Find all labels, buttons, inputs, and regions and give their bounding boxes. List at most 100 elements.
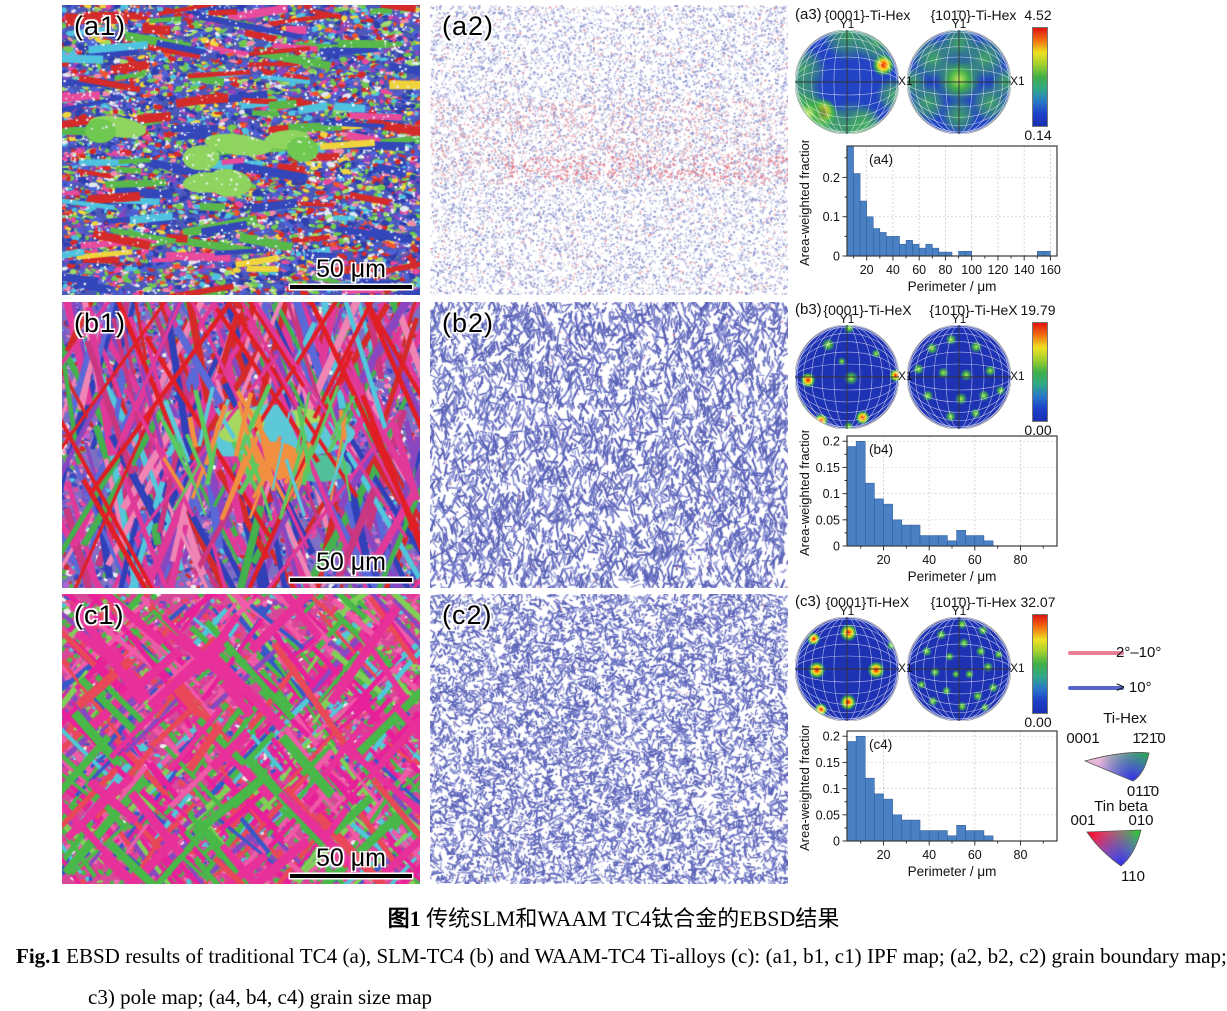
misorientation-label-high: > 10° — [1116, 679, 1152, 696]
grain-boundary-canvas — [430, 594, 788, 884]
pole-figure-1010 — [906, 324, 1012, 430]
svg-text:(a4): (a4) — [869, 152, 893, 167]
panel-b2-grain-boundary-map: (b2) — [430, 302, 788, 588]
colorbar-max-value: 32.07 — [1020, 594, 1056, 610]
scale-bar-label: 50 μm — [316, 844, 386, 872]
ipf-map-canvas — [62, 302, 420, 588]
misorientation-line-high — [1068, 686, 1124, 690]
scale-bar: 50 μm — [290, 255, 412, 289]
pole-figure-label: (b3) — [795, 301, 822, 318]
grain-boundary-canvas — [430, 5, 788, 295]
pole-figure-y1-label: Y1 — [951, 312, 967, 326]
pole-figure-title-right: {101̄0}-Ti-Hex — [930, 7, 1017, 23]
svg-text:Perimeter / μm: Perimeter / μm — [908, 864, 997, 879]
caption-english: Fig.1 EBSD results of traditional TC4 (a… — [8, 936, 1227, 1011]
ipf-key-beta-title: Tin beta — [1094, 798, 1148, 815]
svg-text:40: 40 — [922, 848, 936, 862]
panel-label: (c1) — [74, 600, 125, 630]
pole-figure-x1-label: X1 — [898, 661, 913, 675]
panel-label: (a2) — [442, 11, 495, 41]
pole-figure-y1-label: Y1 — [951, 604, 967, 618]
colorbar-max-value: 19.79 — [1020, 302, 1056, 318]
pole-figure-colorbar — [1032, 322, 1048, 422]
svg-text:80: 80 — [1014, 553, 1028, 567]
scale-bar: 50 μm — [290, 844, 412, 878]
svg-text:0.05: 0.05 — [816, 808, 840, 822]
colorbar-min-value: 0.14 — [1024, 127, 1052, 143]
pole-figure-left — [794, 324, 900, 430]
svg-text:(c4): (c4) — [869, 737, 892, 752]
histogram-chart: 20 40 60 80 0 0.05 0.1 0.15 0.2 Perimeter / μm Are… — [797, 721, 1058, 879]
pole-figure-y1-label: Y1 — [951, 17, 967, 31]
pole-figure-title-right: {101̄0}-Ti-HeX — [929, 302, 1018, 318]
ipf-key-hex-corner-0110: 011̄0 — [1126, 783, 1160, 800]
svg-text:0.15: 0.15 — [816, 756, 840, 770]
svg-text:0.2: 0.2 — [823, 730, 840, 744]
panel-label: (c2) — [442, 600, 493, 630]
pole-figure-title-left: {0001}-Ti-HeX — [823, 302, 912, 318]
pole-figure-0001 — [794, 324, 900, 430]
pole-figure-title-left: {0001}Ti-HeX — [825, 594, 910, 610]
panel-label: (b1) — [74, 308, 127, 338]
panel-label: (b2) — [442, 308, 495, 338]
ipf-key-hex-title: Ti-Hex — [1103, 710, 1147, 727]
scale-bar-line — [290, 874, 412, 878]
svg-text:Area-weighted fraction: Area-weighted fraction — [797, 140, 812, 266]
scale-bar-label: 50 μm — [316, 255, 386, 283]
pole-figure-left — [794, 616, 900, 722]
svg-text:(b4): (b4) — [869, 442, 893, 457]
svg-text:140: 140 — [1014, 263, 1035, 277]
svg-text:0: 0 — [833, 835, 840, 849]
pole-figure-colorbar — [1032, 614, 1048, 714]
pole-figure-x1-label: X1 — [898, 369, 913, 383]
pole-figure-1010 — [906, 616, 1012, 722]
pole-figure-block-b3: (b3) {0001}-Ti-HeX {101̄0}-Ti-HeX Y1 Y1 X1 X1 1… — [794, 300, 1075, 440]
pole-figure-label: (a3) — [795, 6, 822, 23]
svg-text:Area-weighted fraction: Area-weighted fraction — [797, 725, 812, 851]
ipf-key-beta-corner-010: 010 — [1128, 812, 1154, 829]
svg-text:60: 60 — [968, 553, 982, 567]
svg-text:Perimeter / μm: Perimeter / μm — [908, 279, 997, 294]
colorbar-min-value: 0.00 — [1024, 714, 1052, 730]
svg-text:0: 0 — [833, 540, 840, 554]
svg-text:20: 20 — [877, 848, 891, 862]
pole-figure-block-c3: (c3) {0001}Ti-HeX {101̄0}-Ti-Hex Y1 Y1 X1 X1 32… — [794, 592, 1075, 732]
ipf-key-hex-corner-0001: 0001 — [1066, 730, 1100, 747]
svg-text:0.2: 0.2 — [823, 435, 840, 449]
svg-text:40: 40 — [922, 553, 936, 567]
svg-text:160: 160 — [1040, 263, 1061, 277]
pole-figure-1010 — [906, 29, 1012, 135]
svg-text:0: 0 — [833, 250, 840, 264]
svg-text:80: 80 — [1014, 848, 1028, 862]
panel-c2-grain-boundary-map: (c2) — [430, 594, 788, 884]
ipf-map-canvas — [62, 594, 420, 884]
histogram-b4-grain-size: 20 40 60 80 0 0.05 0.1 0.15 0.2 Perimeter / μm Are… — [795, 426, 1067, 585]
pole-figure-y1-label: Y1 — [839, 312, 855, 326]
ipf-key-beta-corner-110: 110 — [1121, 868, 1145, 885]
ipf-key-beta-triangle — [1086, 829, 1142, 867]
svg-text:Area-weighted fraction: Area-weighted fraction — [797, 430, 812, 556]
pole-figure-x1-label: X1 — [898, 74, 913, 88]
pole-figure-x1-label: X1 — [1010, 74, 1025, 88]
svg-text:120: 120 — [988, 263, 1009, 277]
pole-figure-x1-label: X1 — [1010, 369, 1025, 383]
ipf-key-hex-triangle — [1083, 752, 1150, 782]
misorientation-label-low: 2°–10° — [1116, 644, 1162, 661]
caption-chinese-text: 传统SLM和WAAM TC4钛合金的EBSD结果 — [426, 906, 840, 931]
caption-chinese: 图1 传统SLM和WAAM TC4钛合金的EBSD结果 — [0, 901, 1227, 933]
panel-a2-grain-boundary-map: (a2) — [430, 5, 788, 295]
svg-text:60: 60 — [912, 263, 926, 277]
svg-text:40: 40 — [886, 263, 900, 277]
ipf-key-hex-corner-1210: 1̄21̄0 — [1132, 730, 1166, 747]
misorientation-line-low — [1068, 651, 1124, 655]
pole-figure-colorbar — [1032, 27, 1048, 127]
pole-figure-right — [906, 616, 1012, 722]
panel-a1-ipf-map: (a1) 50 μm — [62, 5, 420, 295]
svg-text:0.1: 0.1 — [823, 782, 840, 796]
scale-bar-line — [290, 285, 412, 289]
histogram-chart: 20 40 60 80 0 0.05 0.1 0.15 0.2 Perimeter / μm Are… — [797, 426, 1058, 584]
histogram-a4-grain-size: 20 40 60 80 100 120 140 160 0 0.1 0.2 Perimeter / μ… — [795, 136, 1067, 295]
pole-figure-0001 — [794, 616, 900, 722]
caption-english-text: EBSD results of traditional TC4 (a), SLM… — [66, 944, 1227, 1009]
